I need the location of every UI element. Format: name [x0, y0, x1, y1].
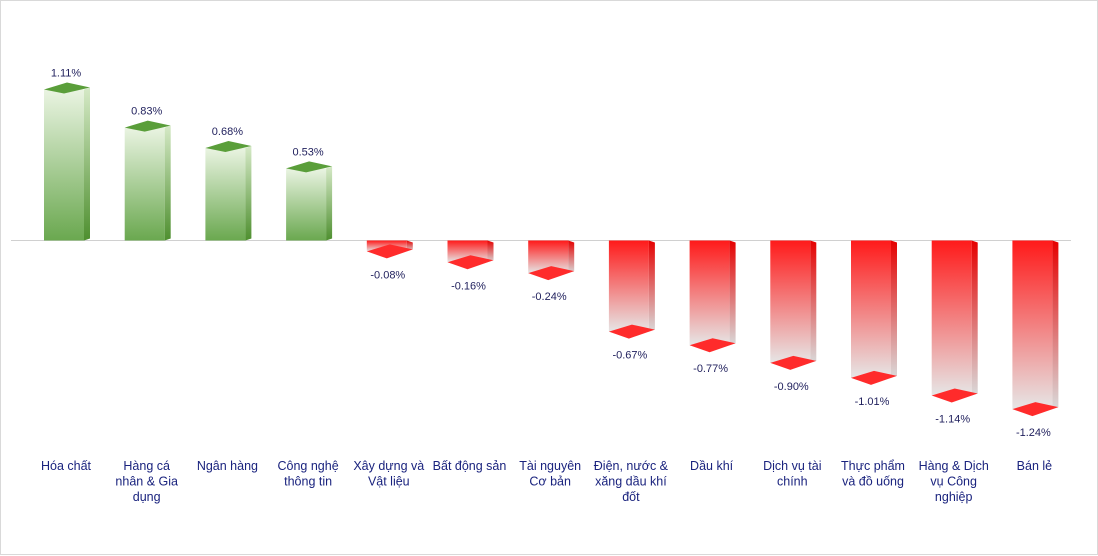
bar-side: [971, 240, 978, 396]
bar-side: [245, 146, 252, 241]
bar-cap: [44, 82, 90, 94]
bar-8: [608, 240, 655, 339]
category-label: Tài nguyên Cơ bản: [519, 459, 581, 489]
bar-side: [164, 125, 171, 241]
bar-cap: [770, 355, 817, 370]
category-label: Công nghệ thông tin: [278, 459, 339, 489]
bar-cap: [931, 388, 978, 403]
category-labels-layer: Hóa chất Hàng cá nhân & Gia dụng Ngân hàng Cô…: [41, 459, 1052, 504]
category-label: Xây dựng và Vật liệu: [353, 459, 424, 489]
value-label: -1.14%: [935, 414, 970, 426]
category-label: Hàng & Dịch vụ Công nghiệp: [919, 459, 989, 504]
category-label: Bất động sản: [433, 459, 507, 473]
bar-11: [851, 240, 897, 385]
bar-side: [810, 240, 817, 363]
category-label: Ngân hàng: [197, 459, 258, 473]
bar-side: [1052, 240, 1059, 410]
value-label: -0.16%: [451, 280, 486, 292]
bar-cap: [447, 255, 494, 270]
value-label: -0.90%: [774, 381, 809, 393]
bar-cap: [366, 244, 413, 259]
bar-9: [689, 240, 736, 353]
bar-side: [648, 240, 655, 332]
value-label: -0.77%: [693, 363, 728, 375]
bar-7: [528, 240, 575, 281]
category-label: Dầu khí: [690, 459, 734, 473]
value-label: -0.24%: [532, 291, 567, 303]
bar-front: [931, 240, 972, 396]
bar-2: [124, 120, 171, 241]
value-label: 0.83%: [131, 106, 162, 118]
bar-cap: [608, 324, 655, 339]
bar-side: [891, 240, 897, 378]
bar-side: [568, 240, 575, 274]
value-label: 0.53%: [292, 146, 323, 158]
bar-front: [286, 168, 327, 241]
bar-front: [689, 240, 730, 346]
bar-front: [608, 240, 649, 332]
bar-5: [366, 240, 413, 259]
bar-3: [205, 141, 252, 241]
bar-front: [44, 89, 84, 241]
bar-cap: [851, 370, 897, 385]
bar-side: [326, 166, 333, 241]
value-label: -0.08%: [370, 269, 405, 281]
bar-cap: [689, 338, 736, 353]
bar-front: [851, 240, 891, 378]
bar-1: [44, 82, 90, 241]
bar-cap: [528, 266, 575, 281]
bar-cap: [286, 161, 333, 173]
value-label: 1.11%: [51, 68, 82, 80]
bar-cap: [205, 141, 252, 153]
bar-front: [770, 240, 811, 363]
bar-front: [124, 127, 165, 241]
bar-side: [487, 240, 494, 263]
value-label: 0.68%: [212, 126, 243, 138]
bar-front: [205, 148, 246, 241]
bar-cap: [1012, 402, 1059, 417]
category-label: Thực phẩm và đồ uống: [841, 459, 905, 489]
bar-cap: [124, 120, 171, 132]
category-label: Bán lẻ: [1017, 459, 1052, 473]
category-label: Hàng cá nhân & Gia dụng: [115, 459, 178, 504]
value-labels-layer: 1.11% 0.83% 0.68% 0.53% -0.08% -0.16% -0.24% -0…: [51, 68, 1051, 440]
bar-4: [286, 161, 333, 241]
bar-front: [528, 240, 569, 274]
bars-layer: [44, 82, 1059, 417]
bar-13: [1012, 240, 1059, 417]
bar-12: [931, 240, 978, 403]
value-label: -0.67%: [612, 350, 647, 362]
value-label: -1.24%: [1016, 427, 1051, 439]
category-label: Hóa chất: [41, 459, 92, 473]
value-label: -1.01%: [855, 396, 890, 408]
bar-side: [729, 240, 736, 346]
bar-side: [84, 87, 90, 241]
bar-6: [447, 240, 494, 270]
bar-front: [1012, 240, 1053, 410]
category-label: Điện, nước & xăng dầu khí đốt: [594, 459, 669, 504]
category-label: Dịch vụ tài chính: [763, 459, 821, 489]
bar-10: [770, 240, 817, 370]
